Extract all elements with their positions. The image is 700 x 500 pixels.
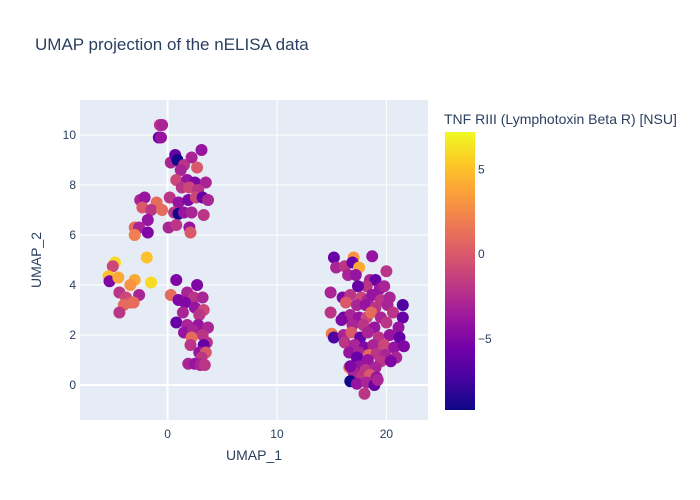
- data-point: [145, 204, 158, 216]
- data-point: [338, 336, 351, 349]
- data-point: [170, 316, 183, 329]
- data-point: [335, 314, 348, 326]
- data-point: [383, 329, 396, 341]
- data-point: [176, 306, 189, 319]
- y-tick-label: 2: [69, 328, 76, 342]
- data-point: [187, 291, 200, 304]
- y-tick-label: 6: [69, 228, 76, 242]
- data-point: [197, 209, 210, 221]
- data-point: [170, 274, 183, 286]
- x-tick-label: 20: [380, 427, 394, 441]
- x-tick-label: 10: [270, 427, 284, 441]
- data-point: [345, 326, 358, 339]
- data-point: [112, 271, 125, 284]
- data-point: [141, 226, 154, 239]
- data-point: [172, 196, 185, 209]
- data-point: [384, 355, 397, 368]
- data-point: [184, 339, 197, 351]
- data-point: [156, 204, 169, 216]
- data-point: [185, 206, 198, 219]
- data-point: [138, 191, 151, 204]
- data-point: [196, 291, 209, 304]
- gridlines: [80, 100, 428, 420]
- data-point: [339, 296, 352, 309]
- chart-title: UMAP projection of the nELISA data: [35, 35, 309, 54]
- data-point: [191, 279, 204, 291]
- y-tick-label: 10: [63, 128, 77, 142]
- data-point: [195, 144, 208, 156]
- data-point: [361, 326, 374, 339]
- data-point: [324, 286, 337, 299]
- y-tick-label: 4: [69, 278, 76, 292]
- data-point: [387, 306, 399, 319]
- colorbar-tick-labels: 5 0 −5: [478, 162, 492, 346]
- data-point: [349, 269, 362, 281]
- data-point: [360, 280, 373, 293]
- data-point: [327, 251, 340, 264]
- colorbar-tick-label: −5: [478, 332, 492, 346]
- data-point: [361, 354, 374, 366]
- data-point: [113, 306, 126, 319]
- scatter-points: [102, 119, 410, 400]
- data-point: [179, 296, 192, 309]
- data-point: [371, 374, 384, 386]
- data-point: [366, 289, 379, 301]
- data-point: [358, 387, 371, 400]
- data-point: [155, 131, 167, 144]
- data-point: [127, 296, 140, 309]
- data-point: [106, 260, 119, 273]
- data-point: [163, 191, 176, 204]
- data-point: [193, 309, 206, 321]
- data-point: [185, 151, 198, 164]
- data-point: [140, 251, 153, 264]
- data-point: [380, 265, 393, 278]
- x-tick-labels: 0 10 20: [164, 427, 393, 441]
- data-point: [327, 331, 340, 344]
- data-point: [156, 119, 169, 131]
- data-point: [396, 299, 409, 311]
- colorbar-tick-label: 0: [478, 247, 485, 261]
- data-point: [388, 341, 401, 354]
- data-point: [392, 321, 405, 334]
- colorbar: [445, 132, 475, 410]
- data-point: [378, 339, 391, 351]
- x-axis-title: UMAP_1: [226, 447, 282, 463]
- data-point: [366, 250, 379, 263]
- data-point: [344, 360, 357, 373]
- data-point: [202, 194, 214, 206]
- data-point: [396, 311, 409, 324]
- y-tick-labels: 0 2 4 6 8 10: [63, 128, 77, 392]
- data-point: [184, 226, 197, 239]
- data-point: [350, 299, 363, 311]
- data-point: [324, 306, 337, 319]
- data-point: [365, 306, 378, 319]
- data-point: [378, 280, 391, 293]
- y-tick-label: 0: [69, 378, 76, 392]
- data-point: [199, 176, 212, 189]
- data-point: [352, 280, 364, 293]
- colorbar-title: TNF RIII (Lymphotoxin Beta R) [NSU]: [444, 111, 677, 127]
- data-point: [397, 340, 410, 353]
- data-point: [141, 214, 154, 226]
- y-axis-title: UMAP_2: [28, 232, 44, 288]
- data-point: [198, 359, 211, 371]
- y-tick-label: 8: [69, 178, 76, 192]
- colorbar-tick-label: 5: [478, 162, 485, 176]
- data-point: [174, 164, 187, 176]
- data-point: [350, 377, 363, 390]
- data-point: [170, 219, 183, 231]
- data-point: [380, 316, 393, 329]
- data-point: [191, 161, 204, 174]
- data-point: [128, 229, 141, 241]
- data-point: [145, 276, 158, 289]
- x-tick-label: 0: [164, 427, 171, 441]
- data-point: [124, 279, 137, 291]
